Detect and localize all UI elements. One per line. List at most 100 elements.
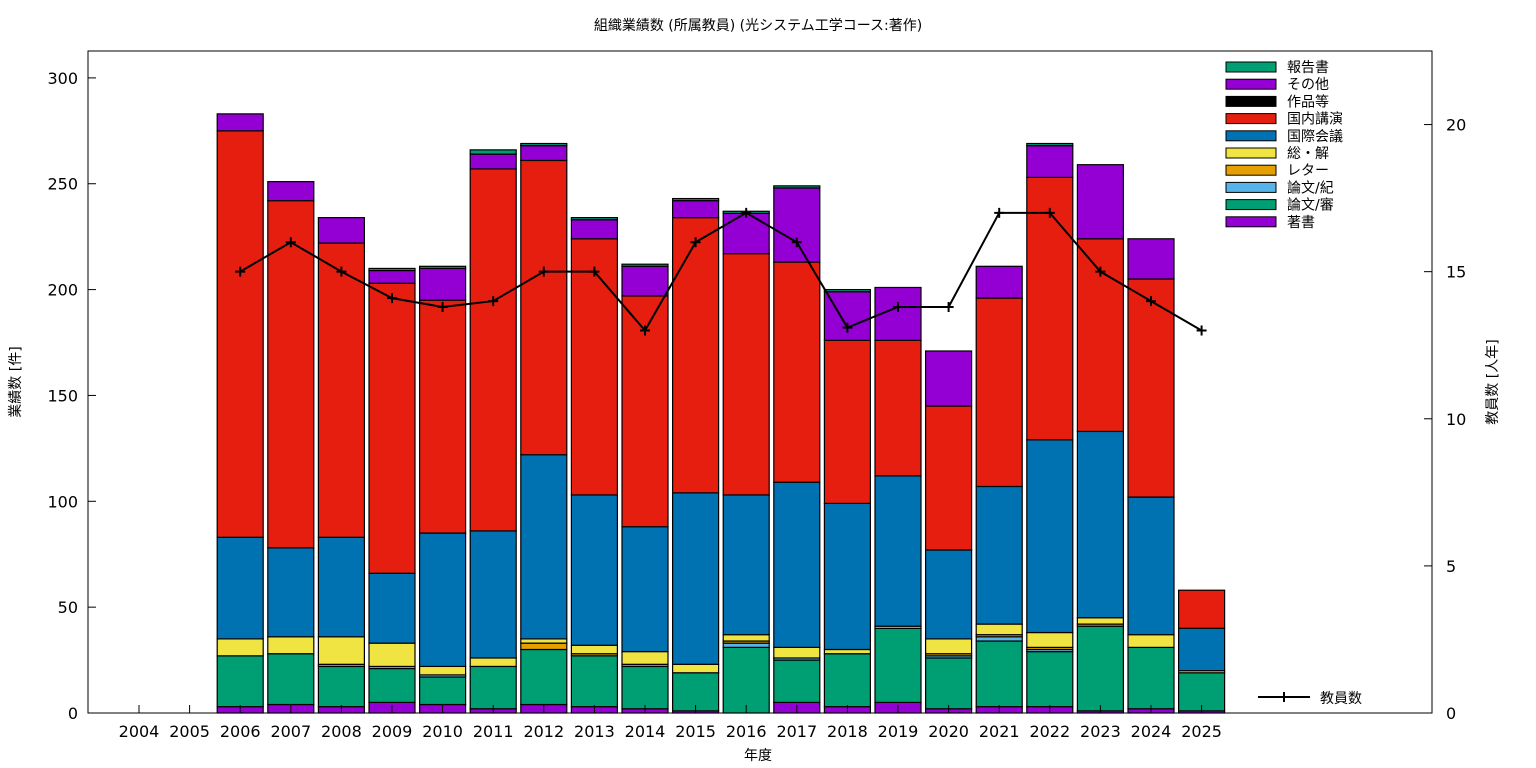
line-point <box>741 207 752 218</box>
bar-segment <box>671 663 720 674</box>
bar-segment <box>267 200 315 549</box>
x-tick-label: 2012 <box>523 722 564 741</box>
y2-tick-label: 0 <box>1446 704 1456 723</box>
x-tick-label: 2017 <box>776 722 817 741</box>
bar-segment <box>671 492 720 665</box>
x-tick-label: 2014 <box>625 722 666 741</box>
y-axis-label: 業績数 [件] <box>8 346 24 417</box>
bar-segment <box>823 648 872 655</box>
legend-label: その他 <box>1287 77 1329 93</box>
line-point <box>1095 266 1106 277</box>
bar-segment <box>1076 625 1125 712</box>
bar-segment <box>216 638 264 657</box>
legend-swatch <box>1225 181 1277 193</box>
x-tick-label: 2004 <box>119 722 160 741</box>
legend-label: レター <box>1287 163 1329 179</box>
bar-segment <box>419 299 467 534</box>
x-tick-label: 2021 <box>979 722 1020 741</box>
bar-segment <box>722 253 770 496</box>
line-point <box>437 301 448 312</box>
bar-segment <box>773 185 821 189</box>
bar-segment <box>621 665 669 710</box>
bar-segment <box>1177 672 1226 712</box>
legend-label: 論文/審 <box>1287 198 1334 214</box>
bar-segment <box>671 217 720 494</box>
legend-swatch <box>1225 95 1277 107</box>
bar-segment <box>469 153 517 170</box>
y-tick-label: 50 <box>58 598 78 617</box>
bar-segment <box>924 549 973 640</box>
bar-segment <box>469 530 517 659</box>
legend-line: 教員数 <box>1258 691 1362 707</box>
bar-segment <box>419 267 467 301</box>
bar-segment <box>216 655 264 708</box>
y-tick-label: 150 <box>47 386 78 405</box>
legend-swatch <box>1225 61 1277 73</box>
bar-segment <box>570 655 619 708</box>
x-tick-label: 2020 <box>928 722 969 741</box>
bar-segment <box>469 168 517 532</box>
bar-segment <box>924 638 973 655</box>
bar-segment <box>419 665 467 676</box>
bar-segment <box>671 197 720 202</box>
chart-title: 組織業績数 (所属教員) (光システム工学コース:著作) <box>594 18 922 34</box>
line-point <box>640 325 650 336</box>
x-tick-label: 2008 <box>321 722 362 741</box>
bar-segment <box>975 265 1023 299</box>
line-point <box>589 266 600 277</box>
line-point <box>893 301 903 312</box>
bar-segment <box>317 665 365 708</box>
y-tick-label: 300 <box>47 69 78 88</box>
x-tick-label: 2010 <box>422 722 463 741</box>
bar-segment <box>1026 145 1074 178</box>
bar-segment <box>368 667 416 704</box>
bar-segment <box>773 187 821 263</box>
line-point <box>1146 296 1156 307</box>
y2-axis-label: 教員数 [人年] <box>1485 339 1501 424</box>
y-tick-label: 0 <box>68 704 78 723</box>
bar-segment <box>874 475 922 627</box>
bar-segment <box>1076 617 1125 625</box>
bar-segment <box>570 644 619 655</box>
bar-segment <box>267 547 315 638</box>
bar-segment <box>722 494 770 636</box>
bar-segment <box>1177 589 1226 629</box>
x-tick-label: 2023 <box>1080 722 1121 741</box>
bar-segment <box>317 536 365 638</box>
legend-label: 総・解 <box>1287 146 1329 162</box>
bar-segment <box>1127 646 1175 710</box>
legend-label: 論文/紀 <box>1287 180 1334 196</box>
bar-segment <box>1076 430 1125 619</box>
legend-line-label: 教員数 <box>1320 691 1362 707</box>
bar-segment <box>216 536 264 640</box>
bar-segment <box>1026 176 1074 441</box>
x-tick-label: 2019 <box>878 722 919 741</box>
bar-segment <box>317 242 365 538</box>
line-point <box>1044 207 1055 218</box>
legend-label: 作品等 <box>1287 93 1329 110</box>
bar-segment <box>469 149 517 155</box>
bar-segment <box>520 159 568 456</box>
bar-segment <box>520 638 568 644</box>
bar-segment <box>621 263 669 267</box>
bar-segment <box>368 267 416 272</box>
line-point <box>842 322 853 333</box>
bar-segment <box>874 627 922 704</box>
y-tick-label: 100 <box>47 492 78 511</box>
bar-segment <box>216 113 264 132</box>
bar-segment <box>924 350 973 407</box>
x-tick-label: 2018 <box>827 722 868 741</box>
y2-tick-label: 15 <box>1446 263 1466 282</box>
bar-segment <box>722 646 770 714</box>
bar-segment <box>520 142 568 147</box>
bar-segment <box>975 623 1023 636</box>
x-axis-label: 年度 <box>744 748 772 764</box>
x-tick-label: 2006 <box>220 722 261 741</box>
bars-group <box>216 113 1226 714</box>
bar-segment <box>368 282 416 574</box>
bar-segment <box>317 217 365 244</box>
x-axis: 2004 2005 2006 2007 2008 2009 2010 2011 2012 2013… <box>119 705 1222 741</box>
line-point <box>387 293 397 304</box>
bar-segment <box>1026 631 1074 648</box>
